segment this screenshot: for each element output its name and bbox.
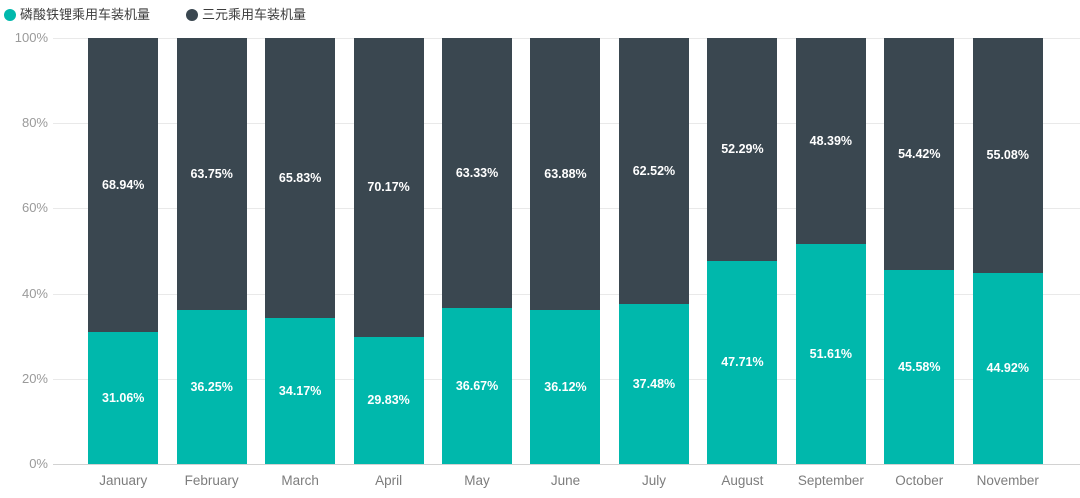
bar-column-october: 54.42% 45.58% xyxy=(875,38,963,464)
legend-label-ternary: 三元乘用车装机量 xyxy=(202,7,307,22)
segment-label-ternary: 52.29% xyxy=(721,142,764,157)
stacked-bar-may: 63.33% 36.67% xyxy=(442,38,513,464)
bar-column-april: 70.17% 29.83% xyxy=(344,38,432,464)
legend-item-lfp[interactable]: 磷酸铁锂乘用车装机量 xyxy=(4,6,150,24)
segment-lfp[interactable]: 34.17% xyxy=(265,318,336,464)
segment-label-ternary: 54.42% xyxy=(898,146,941,161)
segment-ternary[interactable]: 65.83% xyxy=(265,38,336,319)
legend-dot-lfp-icon xyxy=(4,9,16,21)
segment-lfp[interactable]: 45.58% xyxy=(884,269,955,464)
legend-dot-ternary-icon xyxy=(186,9,199,21)
segment-ternary[interactable]: 63.88% xyxy=(530,38,601,311)
x-tick-label-november: November xyxy=(976,473,1039,488)
segment-ternary[interactable]: 55.08% xyxy=(972,38,1043,273)
stacked-bar-august: 52.29% 47.71% xyxy=(707,38,778,464)
segment-label-lfp: 51.61% xyxy=(809,347,853,362)
segment-ternary[interactable]: 48.39% xyxy=(795,38,866,245)
y-tick-label: 0% xyxy=(29,456,48,471)
segment-ternary[interactable]: 63.33% xyxy=(442,38,513,308)
segment-label-lfp: 34.17% xyxy=(278,384,322,399)
stacked-bar-november: 55.08% 44.92% xyxy=(972,38,1043,464)
x-tick-label-april: April xyxy=(375,473,403,488)
x-tick-label-february: February xyxy=(184,473,239,488)
stacked-bar-july: 62.52% 37.48% xyxy=(618,38,689,464)
segment-lfp[interactable]: 36.25% xyxy=(176,309,247,464)
legend: 磷酸铁锂乘用车装机量 三元乘用车装机量 xyxy=(4,6,342,24)
segment-lfp[interactable]: 31.06% xyxy=(88,331,159,464)
segment-label-ternary: 63.75% xyxy=(190,166,233,181)
y-tick-label: 60% xyxy=(21,200,48,216)
bar-column-august: 52.29% 47.71% xyxy=(698,38,786,464)
segment-label-ternary: 62.52% xyxy=(632,164,676,179)
legend-item-ternary[interactable]: 三元乘用车装机量 xyxy=(186,6,306,24)
x-tick-label-july: July xyxy=(641,473,666,488)
x-tick-label-january: January xyxy=(99,473,148,488)
segment-label-ternary: 55.08% xyxy=(986,148,1029,163)
segment-label-lfp: 31.06% xyxy=(102,390,145,405)
x-tick-label-march: March xyxy=(281,473,319,488)
segment-label-ternary: 65.83% xyxy=(278,171,322,186)
segment-label-lfp: 45.58% xyxy=(898,359,941,374)
segment-ternary[interactable]: 63.75% xyxy=(176,38,247,310)
segment-ternary[interactable]: 52.29% xyxy=(707,38,778,261)
bar-column-february: 63.75% 36.25% xyxy=(167,38,255,464)
segment-ternary[interactable]: 70.17% xyxy=(353,38,424,337)
x-axis-line xyxy=(53,464,1080,465)
bars: 68.94% 31.06% 63.75% 36.25% 65.83% 34.17% 70.1… xyxy=(53,38,1080,464)
segment-label-ternary: 63.88% xyxy=(544,167,587,182)
segment-ternary[interactable]: 68.94% xyxy=(88,38,159,332)
stacked-bar-march: 65.83% 34.17% xyxy=(265,38,336,464)
segment-label-lfp: 47.71% xyxy=(721,355,764,370)
x-tick-label-may: May xyxy=(464,473,490,488)
segment-label-ternary: 70.17% xyxy=(367,180,410,195)
stacked-bar-october: 54.42% 45.58% xyxy=(884,38,955,464)
segment-lfp[interactable]: 36.67% xyxy=(442,307,513,464)
x-axis: January February March April May June July Augu… xyxy=(53,464,1080,496)
y-tick-label: 80% xyxy=(21,115,48,131)
segment-label-lfp: 44.92% xyxy=(986,361,1029,376)
segment-label-lfp: 37.48% xyxy=(632,377,676,392)
bar-column-january: 68.94% 31.06% xyxy=(79,38,167,464)
segment-label-ternary: 68.94% xyxy=(102,177,145,192)
segment-label-lfp: 29.83% xyxy=(367,393,410,408)
x-tick-label-september: September xyxy=(797,473,864,488)
segment-label-lfp: 36.67% xyxy=(455,378,499,393)
x-tick-label-august: August xyxy=(721,473,764,488)
y-tick-label: 20% xyxy=(21,370,48,386)
legend-label-lfp: 磷酸铁锂乘用车装机量 xyxy=(20,7,151,22)
segment-label-lfp: 36.25% xyxy=(190,379,233,394)
segment-label-ternary: 48.39% xyxy=(809,134,853,149)
segment-lfp[interactable]: 51.61% xyxy=(795,244,866,464)
bar-column-november: 55.08% 44.92% xyxy=(964,38,1052,464)
segment-ternary[interactable]: 62.52% xyxy=(618,38,689,305)
bar-column-september: 48.39% 51.61% xyxy=(787,38,875,464)
stacked-bar-april: 70.17% 29.83% xyxy=(353,38,424,464)
stacked-bar-january: 68.94% 31.06% xyxy=(88,38,159,464)
segment-label-ternary: 63.33% xyxy=(455,165,499,180)
stacked-bar-september: 48.39% 51.61% xyxy=(795,38,866,464)
y-tick-label: 100% xyxy=(14,30,48,45)
y-tick-label: 40% xyxy=(21,285,48,301)
segment-lfp[interactable]: 29.83% xyxy=(353,336,424,464)
segment-lfp[interactable]: 36.12% xyxy=(530,310,601,464)
segment-lfp[interactable]: 37.48% xyxy=(618,304,689,464)
bar-column-june: 63.88% 36.12% xyxy=(521,38,609,464)
segment-lfp[interactable]: 47.71% xyxy=(707,260,778,464)
segment-ternary[interactable]: 54.42% xyxy=(884,38,955,270)
stacked-bar-february: 63.75% 36.25% xyxy=(176,38,247,464)
bar-column-march: 65.83% 34.17% xyxy=(256,38,344,464)
plot-area: 100% 80% 60% 40% 20% 0% 68.94% 31.06% 63.75% 36.… xyxy=(0,31,1080,488)
bar-column-july: 62.52% 37.48% xyxy=(610,38,698,464)
bar-column-may: 63.33% 36.67% xyxy=(433,38,521,464)
stacked-bar-june: 63.88% 36.12% xyxy=(530,38,601,464)
segment-lfp[interactable]: 44.92% xyxy=(972,272,1043,464)
segment-label-lfp: 36.12% xyxy=(544,380,587,395)
x-tick-label-june: June xyxy=(550,473,581,488)
x-tick-label-october: October xyxy=(895,473,944,488)
